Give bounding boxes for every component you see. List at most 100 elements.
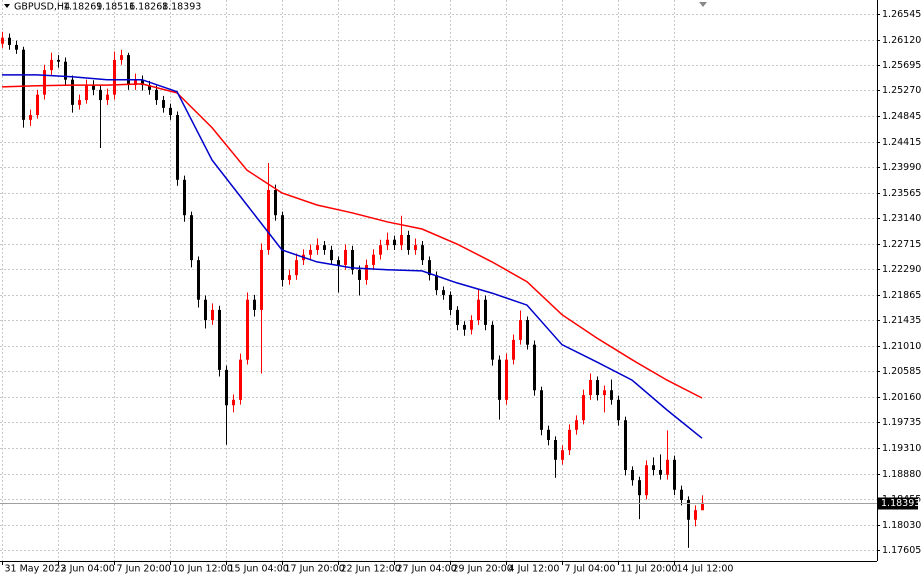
candle-body bbox=[85, 85, 88, 101]
candle-body bbox=[526, 320, 529, 345]
x-tick-label: 7 Jun 20:00 bbox=[117, 564, 171, 575]
candle-body bbox=[295, 260, 298, 276]
candle-body bbox=[204, 299, 207, 321]
candle-body bbox=[582, 395, 585, 421]
candle-body bbox=[281, 215, 284, 280]
candle-body bbox=[176, 115, 179, 180]
candle-body bbox=[449, 294, 452, 310]
candle-body bbox=[288, 275, 291, 280]
candle-body bbox=[169, 107, 172, 116]
candle-body bbox=[106, 94, 109, 101]
candle-body bbox=[484, 299, 487, 325]
candle-body bbox=[274, 189, 277, 216]
candle-body bbox=[141, 79, 144, 86]
x-tick-label: 31 May 2022 bbox=[5, 564, 67, 575]
candle-body bbox=[8, 37, 11, 45]
x-tick-label: 15 Jun 04:00 bbox=[229, 564, 289, 575]
candle-body bbox=[533, 344, 536, 391]
y-tick-label: 1.23990 bbox=[882, 162, 921, 173]
candle-body bbox=[680, 489, 683, 500]
candle-body bbox=[386, 239, 389, 246]
candle-body bbox=[701, 502, 704, 511]
header-arrow bbox=[4, 4, 10, 8]
candle-body bbox=[365, 264, 368, 280]
candle-body bbox=[519, 320, 522, 340]
y-tick-label: 1.19310 bbox=[882, 443, 921, 454]
y-tick-label: 1.25695 bbox=[882, 60, 921, 71]
candle-body bbox=[78, 100, 81, 105]
candle-body bbox=[554, 440, 557, 460]
candle-body bbox=[694, 510, 697, 520]
candle-body bbox=[330, 249, 333, 261]
candle-body bbox=[435, 275, 438, 291]
candle-body bbox=[666, 459, 669, 475]
x-tick-label: 22 Jun 12:00 bbox=[341, 564, 401, 575]
candle-body bbox=[624, 420, 627, 470]
candle-body bbox=[393, 239, 396, 246]
candle-body bbox=[645, 465, 648, 496]
candle-body bbox=[120, 55, 123, 60]
candle-body bbox=[617, 399, 620, 421]
candle-body bbox=[239, 359, 242, 400]
candle-body bbox=[71, 79, 74, 105]
y-tick-label: 1.24415 bbox=[882, 137, 921, 148]
candle-body bbox=[414, 245, 417, 250]
y-tick-label: 1.24845 bbox=[882, 111, 921, 122]
candle-body bbox=[540, 390, 543, 430]
candle-body bbox=[246, 299, 249, 360]
current-price-box bbox=[878, 497, 918, 510]
candle-body bbox=[477, 299, 480, 321]
candle-body bbox=[225, 369, 228, 406]
shift-marker bbox=[699, 2, 707, 7]
candle-body bbox=[379, 245, 382, 255]
candle-body bbox=[407, 234, 410, 250]
candle-body bbox=[253, 299, 256, 310]
candle-body bbox=[421, 245, 424, 261]
candle-body bbox=[22, 49, 25, 120]
open-value: 1.18269 bbox=[63, 2, 102, 13]
candle-body bbox=[351, 249, 354, 270]
candle-body bbox=[372, 254, 375, 265]
y-tick-label: 1.22290 bbox=[882, 264, 921, 275]
candle-body bbox=[36, 94, 39, 116]
y-tick-label: 1.20585 bbox=[882, 366, 921, 377]
candle-body bbox=[498, 359, 501, 400]
candle-body bbox=[596, 380, 599, 396]
x-tick-label: 14 Jul 12:00 bbox=[677, 564, 734, 575]
y-tick-label: 1.25270 bbox=[882, 85, 921, 96]
candle-body bbox=[337, 260, 340, 265]
x-tick-label: 7 Jul 04:00 bbox=[565, 564, 616, 575]
x-tick-label: 4 Jul 12:00 bbox=[509, 564, 560, 575]
y-tick-label: 1.17605 bbox=[882, 545, 921, 556]
candle-body bbox=[232, 399, 235, 406]
candle-body bbox=[491, 324, 494, 360]
y-tick-label: 1.26120 bbox=[882, 35, 921, 46]
x-tick-label: 11 Jul 20:00 bbox=[621, 564, 678, 575]
candle-body bbox=[344, 249, 347, 265]
moving-average-line bbox=[1, 83, 703, 399]
y-tick-label: 1.23140 bbox=[882, 213, 921, 224]
candle-body bbox=[29, 115, 32, 120]
y-tick-label: 1.19735 bbox=[882, 417, 921, 428]
candle-body bbox=[127, 55, 130, 86]
candle-body bbox=[568, 429, 571, 451]
x-tick-label: 10 Jun 12:00 bbox=[173, 564, 233, 575]
candle-body bbox=[505, 359, 508, 400]
candle-body bbox=[638, 480, 641, 496]
high-value: 1.18516 bbox=[96, 2, 135, 13]
current-price-label: 1.18393 bbox=[881, 498, 920, 509]
low-value: 1.18268 bbox=[129, 2, 168, 13]
x-tick-label: 17 Jun 20:00 bbox=[285, 564, 345, 575]
candle-body bbox=[197, 260, 200, 300]
candle-body bbox=[512, 339, 515, 360]
candle-body bbox=[316, 245, 319, 250]
symbol: GBPUSD,H4 bbox=[14, 2, 70, 13]
x-tick-label: 27 Jun 04:00 bbox=[397, 564, 457, 575]
y-tick-label: 1.21435 bbox=[882, 315, 921, 326]
x-tick-label: 3 Jun 04:00 bbox=[61, 564, 115, 575]
y-tick-label: 1.21865 bbox=[882, 290, 921, 301]
candle-body bbox=[687, 499, 690, 520]
candle-body bbox=[155, 89, 158, 101]
